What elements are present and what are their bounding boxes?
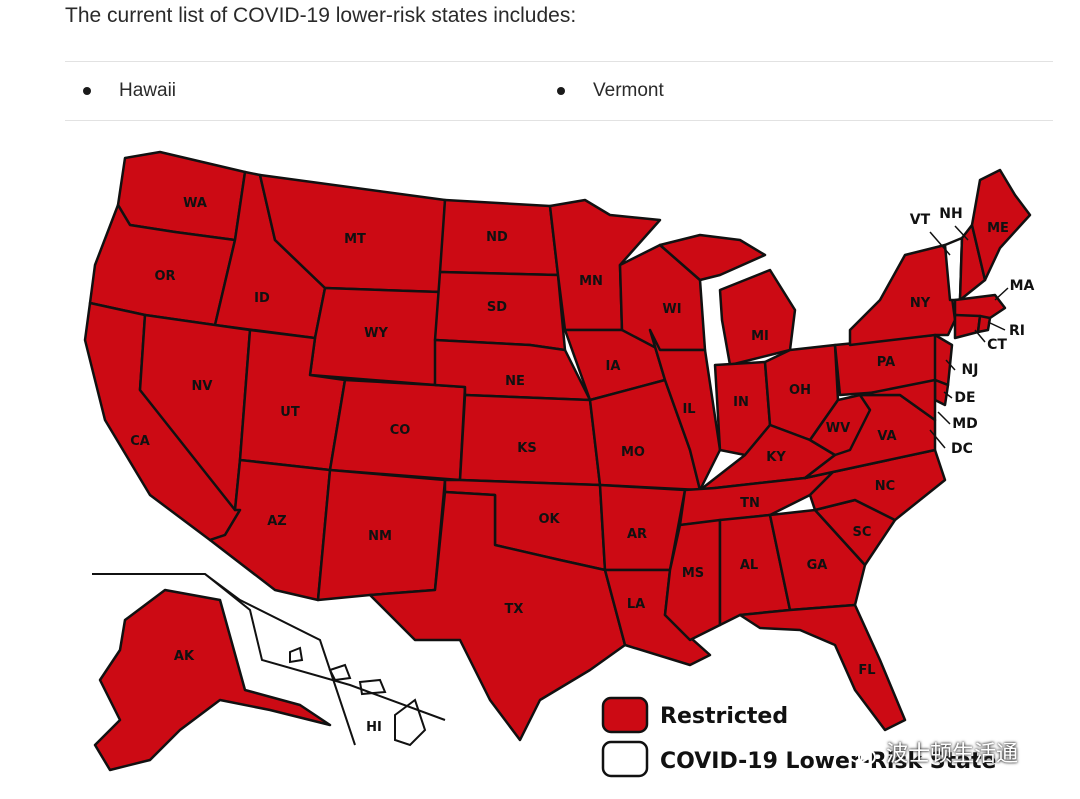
bullet-icon (83, 87, 91, 95)
label-sd: SD (487, 300, 507, 315)
label-ms: MS (682, 566, 704, 581)
label-vt: VT (910, 212, 931, 228)
label-tn: TN (740, 496, 760, 511)
state-ga (768, 508, 867, 612)
state-ks (458, 393, 602, 487)
state-wv (808, 393, 872, 457)
lower-risk-states-list: Hawaii Vermont (65, 61, 1053, 121)
label-nm: NM (368, 529, 392, 544)
label-wi: WI (662, 302, 681, 317)
label-ut: UT (280, 405, 300, 420)
label-ks: KS (517, 441, 536, 456)
label-nv: NV (192, 379, 213, 394)
legend-lower-risk-swatch (601, 740, 649, 778)
state-md (858, 378, 937, 422)
list-item: Vermont (557, 62, 664, 120)
legend-lower-risk-label: COVID-19 Lower-Risk State (660, 749, 996, 774)
intro-text: The current list of COVID-19 lower-risk … (65, 4, 577, 27)
label-nj: NJ (962, 362, 979, 378)
label-dc: DC (951, 441, 973, 457)
label-sc: SC (853, 525, 872, 540)
label-nc: NC (875, 479, 895, 494)
state-nc (803, 448, 947, 522)
watermark: 波士顿生活通 (848, 736, 1018, 768)
label-ny: NY (910, 296, 931, 311)
label-ok: OK (538, 512, 560, 527)
label-ky: KY (766, 450, 786, 465)
label-wy: WY (364, 326, 388, 341)
state-il (648, 328, 722, 492)
label-id: ID (254, 291, 270, 306)
us-states-map: WA OR CA ID NV MT WY UT AZ CO NM ND SD N… (83, 150, 1035, 778)
label-ct: CT (987, 337, 1007, 353)
state-ri (976, 314, 992, 334)
state-name: Vermont (593, 80, 664, 101)
label-mo: MO (621, 445, 645, 460)
label-va: VA (877, 429, 896, 444)
chat-bubble-icon (848, 745, 876, 766)
label-mn: MN (579, 274, 603, 289)
state-fl (738, 603, 907, 732)
label-al: AL (740, 558, 758, 573)
state-nj (933, 333, 954, 387)
state-hi (289, 646, 427, 747)
label-ia: IA (606, 359, 621, 374)
label-ar: AR (627, 527, 647, 542)
state-ct (953, 313, 982, 340)
state-tx (368, 490, 627, 742)
map-legend: Restricted COVID-19 Lower-Risk State (601, 696, 996, 778)
label-in: IN (733, 395, 749, 410)
watermark-text: 波士顿生活通 (886, 741, 1019, 766)
state-me (970, 168, 1032, 282)
label-de: DE (954, 390, 975, 406)
label-pa: PA (877, 355, 895, 370)
legend-restricted-swatch (601, 696, 649, 734)
label-ri: RI (1009, 323, 1025, 339)
label-mt: MT (344, 232, 366, 247)
label-ak: AK (174, 649, 195, 664)
state-ak (93, 588, 332, 772)
legend-restricted-label: Restricted (660, 704, 788, 729)
label-wv: WV (826, 421, 850, 436)
label-ne: NE (505, 374, 525, 389)
state-de (933, 378, 950, 407)
state-wy (308, 286, 442, 387)
label-nd: ND (486, 230, 508, 245)
label-md: MD (952, 416, 978, 432)
state-ny (848, 243, 957, 347)
label-me: ME (987, 221, 1009, 236)
label-or: OR (154, 269, 175, 284)
state-mi (718, 268, 797, 367)
label-il: IL (682, 402, 695, 417)
label-ma: MA (1010, 278, 1035, 294)
label-mi: MI (751, 329, 769, 344)
label-hi: HI (366, 720, 382, 735)
state-ma (953, 293, 1007, 320)
label-la: LA (627, 597, 645, 612)
label-wa: WA (183, 196, 207, 211)
bullet-icon (557, 87, 565, 95)
label-ga: GA (807, 558, 828, 573)
label-oh: OH (789, 383, 811, 398)
state-name: Hawaii (119, 80, 177, 101)
label-nh: NH (939, 206, 962, 222)
label-ca: CA (130, 434, 150, 449)
label-co: CO (390, 423, 411, 438)
list-item: Hawaii (83, 62, 176, 120)
state-mi-up (658, 233, 767, 282)
label-fl: FL (858, 663, 875, 678)
label-tx: TX (505, 602, 524, 617)
label-az: AZ (267, 514, 287, 529)
